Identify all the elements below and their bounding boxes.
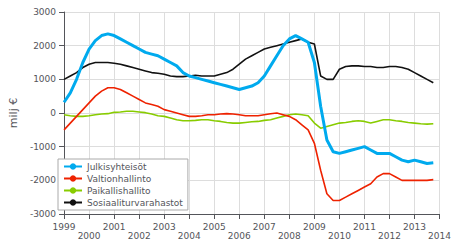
svg-text:Valtionhallinto: Valtionhallinto	[87, 174, 152, 184]
svg-text:2005: 2005	[203, 222, 226, 232]
svg-text:2014: 2014	[428, 231, 451, 241]
svg-text:2012: 2012	[378, 231, 401, 241]
svg-text:2011: 2011	[353, 222, 376, 232]
svg-text:2006: 2006	[228, 231, 251, 241]
svg-text:2003: 2003	[153, 222, 176, 232]
svg-text:2000: 2000	[33, 41, 56, 51]
svg-text:2009: 2009	[303, 222, 326, 232]
svg-text:milj €: milj €	[7, 98, 20, 128]
svg-text:0: 0	[50, 108, 56, 118]
svg-text:2013: 2013	[403, 222, 426, 232]
svg-text:2001: 2001	[103, 222, 126, 232]
svg-text:3000: 3000	[33, 7, 56, 17]
svg-text:2002: 2002	[128, 231, 151, 241]
svg-text:1000: 1000	[33, 74, 56, 84]
svg-text:1999: 1999	[53, 222, 76, 232]
svg-text:2000: 2000	[78, 231, 101, 241]
svg-text:2010: 2010	[328, 231, 351, 241]
svg-text:-1000: -1000	[30, 142, 56, 152]
svg-text:2007: 2007	[253, 222, 276, 232]
svg-text:-3000: -3000	[30, 209, 56, 219]
svg-text:2008: 2008	[278, 231, 301, 241]
svg-text:-2000: -2000	[30, 175, 56, 185]
svg-text:Julkisyhteisöt: Julkisyhteisöt	[86, 162, 147, 172]
svg-text:Sosiaaliturvarahastot: Sosiaaliturvarahastot	[87, 198, 183, 208]
svg-text:Paikallishallito: Paikallishallito	[87, 186, 151, 196]
svg-text:2004: 2004	[178, 231, 201, 241]
